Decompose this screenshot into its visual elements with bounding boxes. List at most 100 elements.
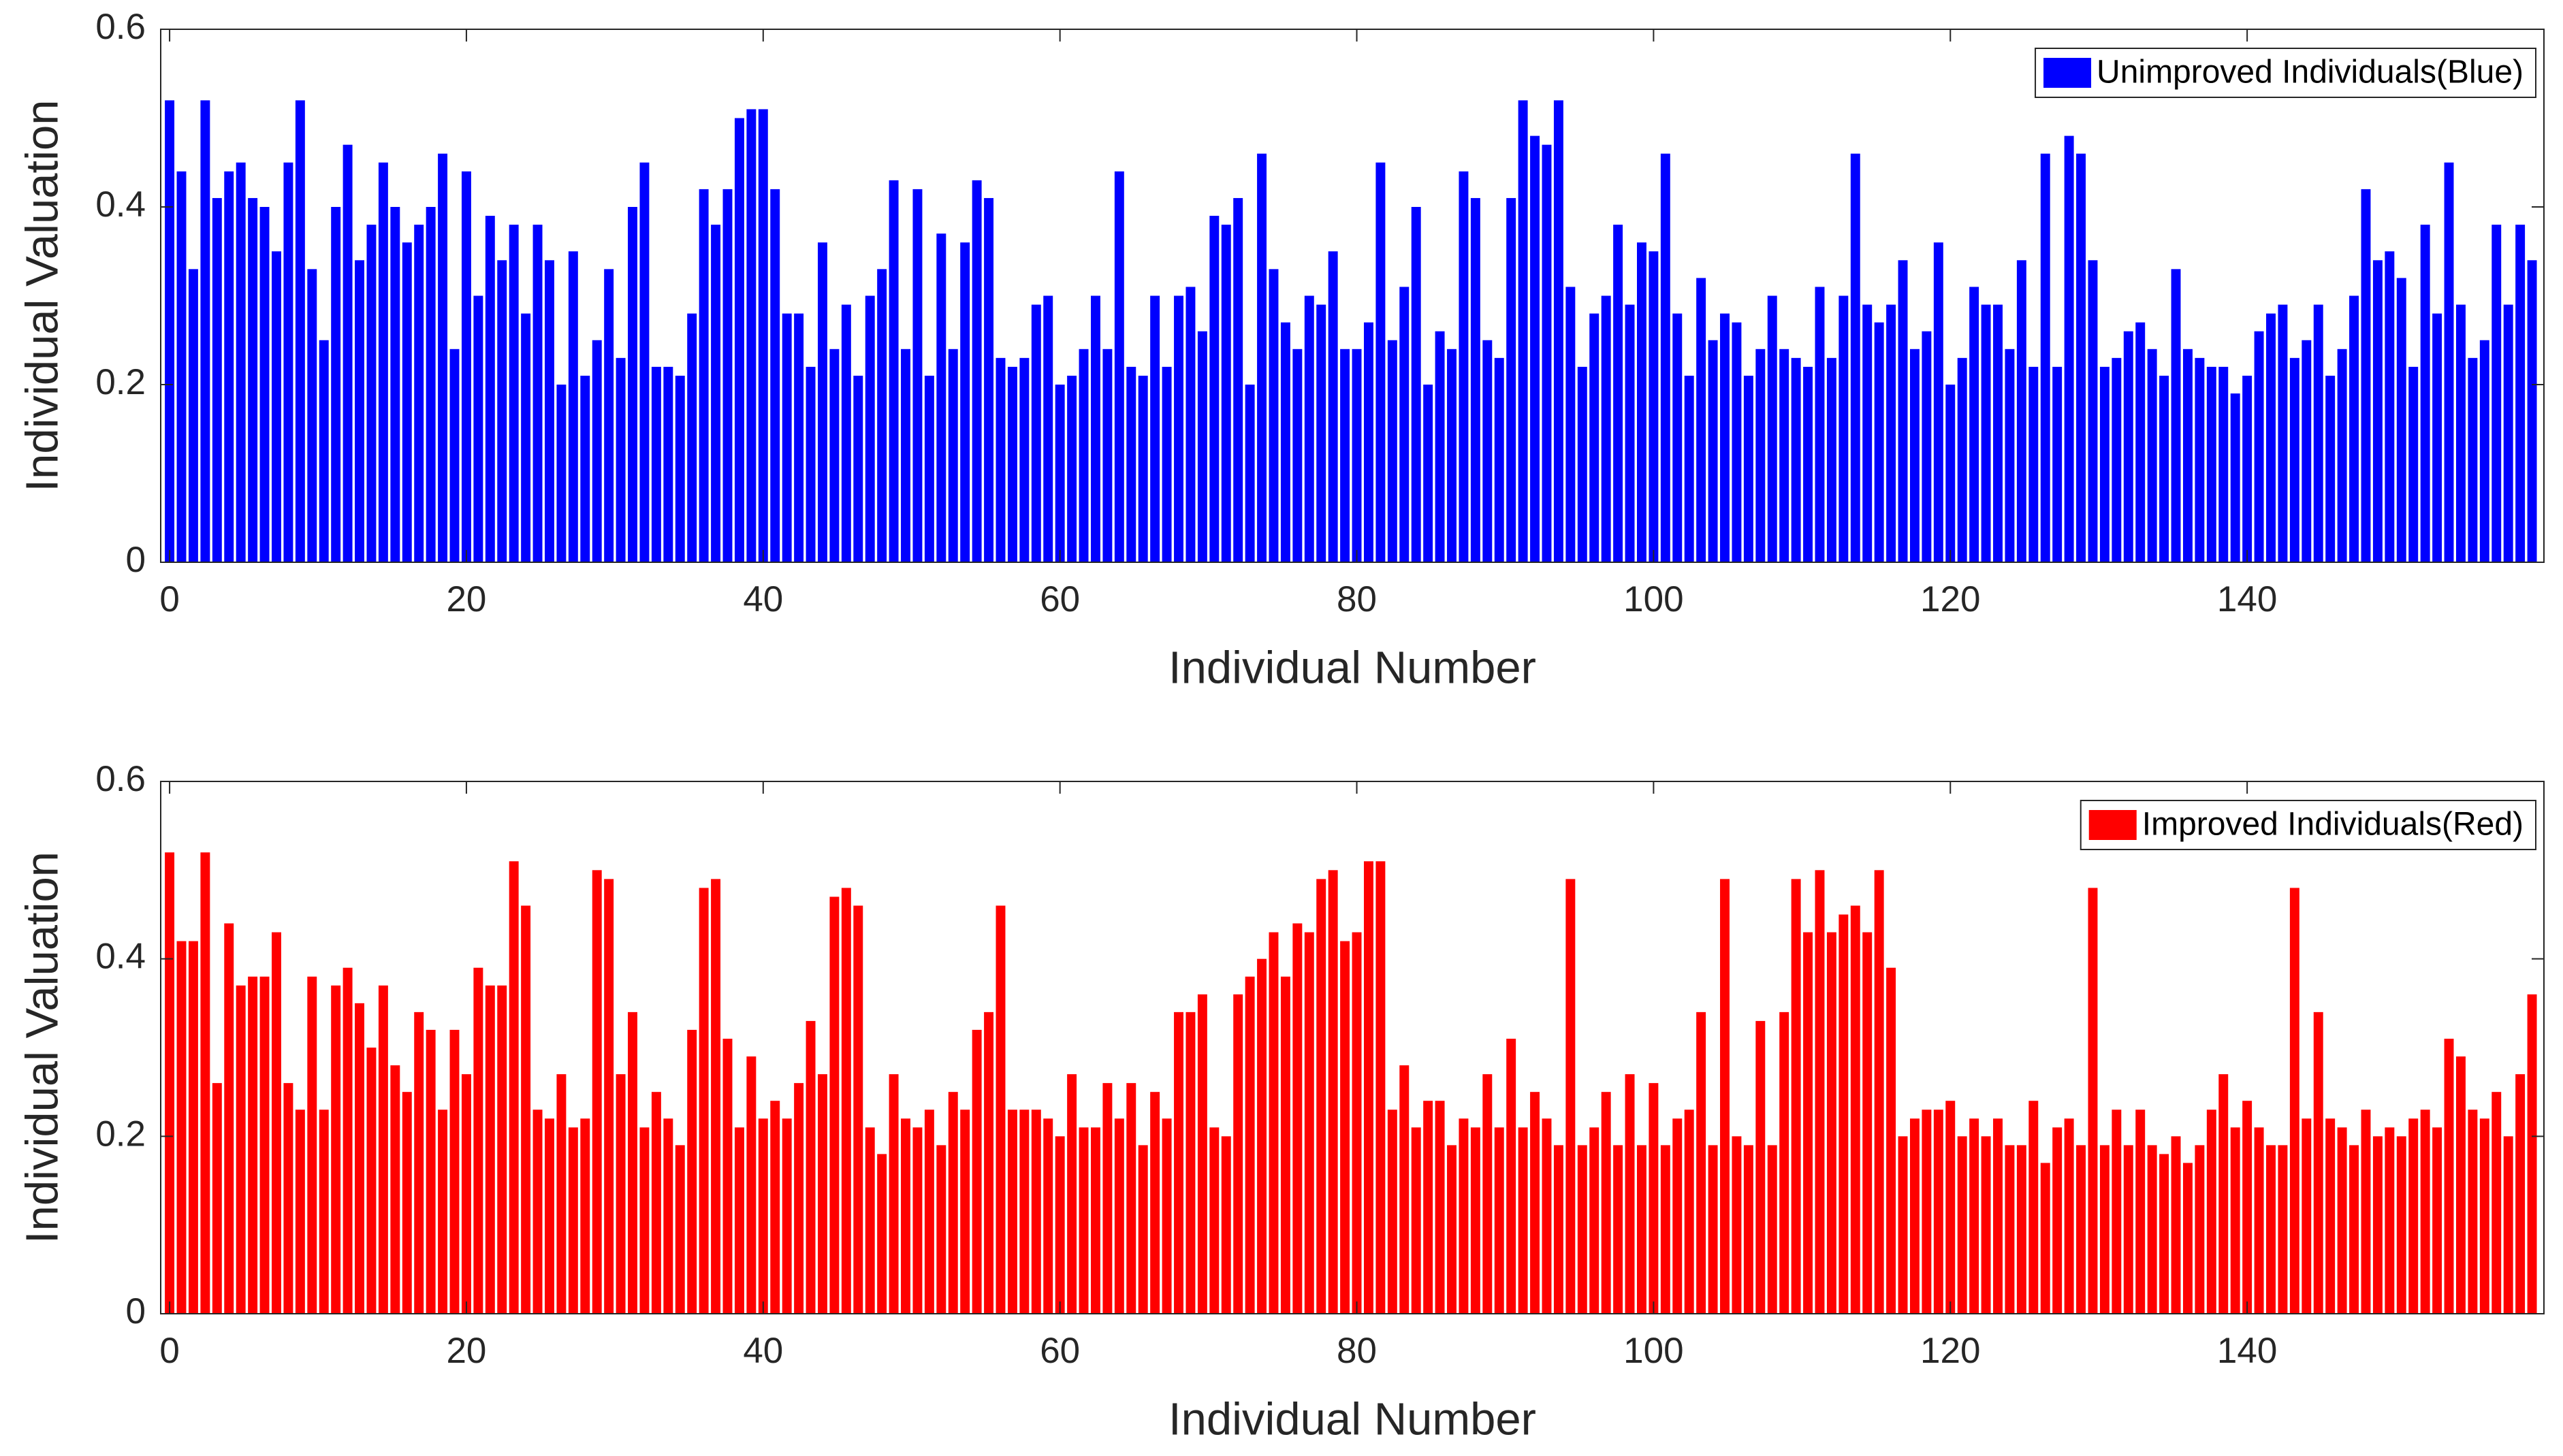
- bar: [1197, 994, 1207, 1314]
- bar: [580, 1118, 590, 1314]
- bar: [2432, 313, 2442, 562]
- bar: [2455, 304, 2466, 562]
- bar: [165, 100, 175, 562]
- bar: [829, 896, 840, 1314]
- bar: [616, 1074, 626, 1314]
- bar: [1945, 1101, 1956, 1314]
- bar: [1375, 861, 1386, 1314]
- bar: [1898, 1136, 1908, 1314]
- bar: [2112, 357, 2122, 562]
- bar: [580, 375, 590, 562]
- bar: [1518, 1127, 1528, 1314]
- bar: [2254, 1127, 2264, 1314]
- bar: [1126, 1083, 1136, 1314]
- bar: [1898, 260, 1908, 562]
- bar: [2361, 1110, 2371, 1314]
- bar: [1174, 1012, 1183, 1314]
- bar: [283, 162, 293, 562]
- bar: [675, 375, 685, 562]
- bar: [1233, 197, 1243, 562]
- x-tick-label: 40: [743, 579, 783, 619]
- bar: [438, 1110, 448, 1314]
- x-tick-label: 140: [2217, 579, 2277, 619]
- bar: [2123, 331, 2133, 562]
- y-axis-label: Individual Valuation: [17, 852, 68, 1244]
- bar: [1577, 366, 1587, 562]
- bar: [355, 260, 365, 562]
- bar: [2492, 1092, 2502, 1314]
- y-tick-label: 0.2: [95, 1114, 146, 1154]
- bar: [699, 189, 709, 562]
- bar: [2147, 1145, 2157, 1314]
- bar: [877, 269, 887, 562]
- bar: [236, 162, 246, 562]
- bar: [497, 260, 507, 562]
- bar: [2218, 1074, 2229, 1314]
- bar: [1447, 349, 1456, 562]
- bar: [473, 295, 483, 562]
- y-tick-label: 0.4: [95, 937, 146, 977]
- bar: [2372, 260, 2383, 562]
- bar: [283, 1083, 293, 1314]
- bar: [1257, 153, 1267, 562]
- bar: [1922, 331, 1932, 562]
- bar: [1767, 295, 1777, 562]
- bar: [1506, 1038, 1516, 1314]
- bar: [295, 100, 305, 562]
- bar: [2420, 1110, 2430, 1314]
- bar: [592, 870, 602, 1314]
- bar: [734, 118, 744, 562]
- legend-swatch: [2043, 58, 2092, 88]
- bar: [1126, 366, 1136, 562]
- bar: [2325, 375, 2336, 562]
- bar: [200, 852, 210, 1314]
- bar: [1755, 349, 1766, 562]
- bar: [212, 1083, 222, 1314]
- bar: [355, 1003, 365, 1314]
- bar: [722, 1038, 733, 1314]
- bar: [1862, 304, 1873, 562]
- bar: [2337, 1127, 2347, 1314]
- x-tick-label: 20: [446, 1331, 486, 1371]
- bar: [521, 313, 531, 562]
- bar: [758, 109, 768, 562]
- bar: [568, 251, 578, 562]
- bar: [1601, 1092, 1611, 1314]
- bar: [924, 1110, 934, 1314]
- bar: [2313, 1012, 2323, 1314]
- bar: [1043, 295, 1053, 562]
- bar: [532, 225, 543, 562]
- bar: [2455, 1056, 2466, 1314]
- y-tick-label: 0.4: [95, 184, 146, 225]
- bar: [402, 1092, 412, 1314]
- bar: [1874, 870, 1884, 1314]
- bar: [1245, 976, 1255, 1314]
- bar: [841, 304, 851, 562]
- bar: [1933, 1110, 1943, 1314]
- bar: [1150, 295, 1160, 562]
- bar: [2432, 1127, 2442, 1314]
- bar: [1542, 1118, 1552, 1314]
- bar: [1340, 349, 1350, 562]
- x-tick-label: 60: [1040, 579, 1080, 619]
- bar: [1649, 1083, 1659, 1314]
- bar: [853, 375, 863, 562]
- bar: [497, 985, 507, 1314]
- bar: [1791, 357, 1801, 562]
- bar: [1174, 295, 1183, 562]
- bar: [2385, 1127, 2395, 1314]
- bar: [259, 207, 270, 562]
- bar: [461, 1074, 471, 1314]
- x-tick-label: 100: [1623, 579, 1683, 619]
- bar: [2052, 1127, 2063, 1314]
- bar: [948, 349, 958, 562]
- bar: [509, 225, 519, 562]
- bar: [889, 1074, 899, 1314]
- bar: [343, 967, 353, 1314]
- bar: [1245, 385, 1255, 562]
- bar: [1696, 278, 1706, 562]
- bar: [1007, 366, 1017, 562]
- bar: [2052, 366, 2063, 562]
- bar: [1708, 340, 1718, 562]
- bar: [2218, 366, 2229, 562]
